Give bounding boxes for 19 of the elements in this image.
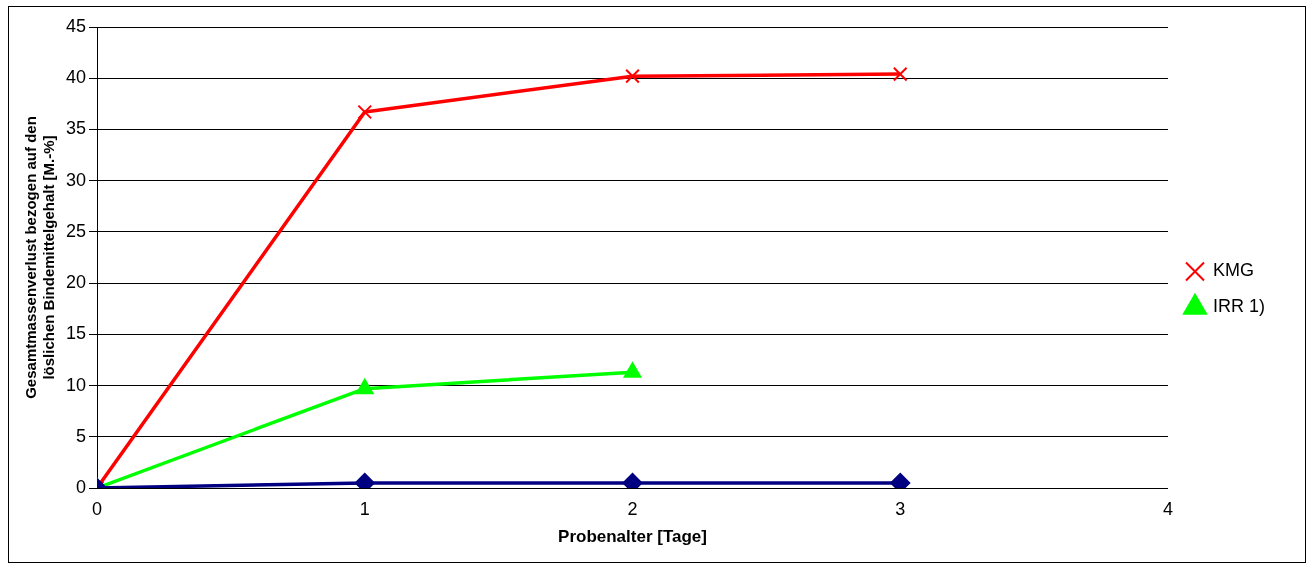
- y-tick-label: 45: [65, 15, 87, 36]
- x-axis-title: Probenalter [Tage]: [558, 527, 707, 547]
- y-tick-label: 35: [65, 118, 87, 139]
- x-tick-label: 4: [1162, 498, 1173, 519]
- x-tick-label: 2: [627, 498, 638, 519]
- y-tick-label: 10: [65, 374, 87, 395]
- y-axis-title: Gesamtmassenverlust bezogen auf den löslichen Bindemittelgehalt [M.-%]: [22, 116, 58, 399]
- y-tick-label: 25: [65, 220, 87, 241]
- legend-label: KMG: [1213, 260, 1255, 281]
- legend-label: IRR 1): [1213, 296, 1266, 317]
- y-tick-label: 15: [65, 323, 87, 344]
- y-tick-label: 30: [65, 169, 87, 190]
- y-tick-label: 40: [65, 67, 87, 88]
- y-tick-label: 0: [76, 476, 87, 497]
- x-tick-label: 1: [359, 498, 370, 519]
- y-tick-label: 5: [76, 425, 87, 446]
- x-tick-label: 3: [895, 498, 906, 519]
- x-tick-label: 0: [92, 498, 103, 519]
- y-tick-label: 20: [65, 272, 87, 293]
